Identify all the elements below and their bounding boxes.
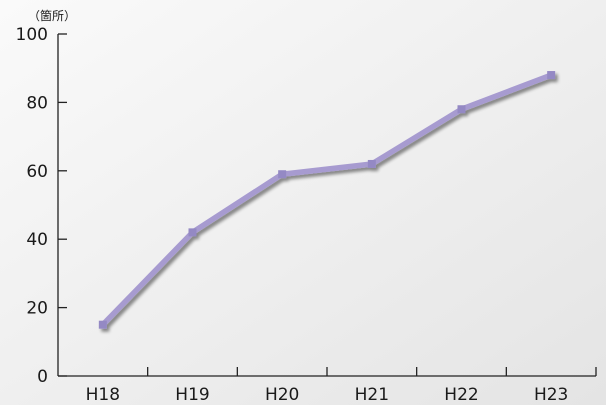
series-group <box>98 71 556 329</box>
x-tick-label: H20 <box>265 385 299 405</box>
y-tick-label: 0 <box>37 367 48 387</box>
data-point-marker <box>188 228 197 237</box>
x-tick-label: H21 <box>355 385 389 405</box>
y-tick-label: 20 <box>26 299 48 319</box>
data-point-marker <box>98 320 107 329</box>
y-axis: 0 20 40 60 80 100 <box>16 25 67 387</box>
data-point-marker <box>457 105 466 114</box>
series-line <box>100 72 554 328</box>
series-line-group <box>98 71 556 329</box>
x-axis: H18 H19 H20 H21 H22 H23 <box>58 367 597 405</box>
x-tick-label: H18 <box>86 385 120 405</box>
x-tick-label: H22 <box>444 385 478 405</box>
y-tick-label: 80 <box>26 93 48 113</box>
data-point-marker <box>547 71 556 80</box>
x-tick-label: H23 <box>534 385 568 405</box>
y-axis-unit-label: （箇所） <box>28 9 76 23</box>
data-point-marker <box>278 170 287 179</box>
data-point-marker <box>367 159 376 168</box>
y-tick-label: 60 <box>26 162 48 182</box>
y-tick-label: 100 <box>16 25 48 45</box>
x-tick-label: H19 <box>175 385 209 405</box>
y-tick-label: 40 <box>26 230 48 250</box>
